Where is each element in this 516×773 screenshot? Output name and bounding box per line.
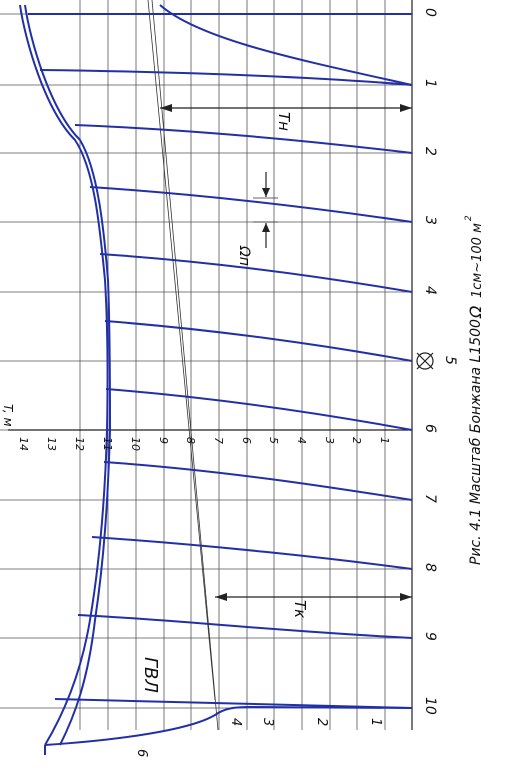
bonjean-curve-6 bbox=[105, 388, 413, 431]
station-number-5: 5 bbox=[442, 356, 458, 365]
bonjean-curve-10 bbox=[54, 698, 413, 709]
t-number-4: 4 bbox=[295, 437, 308, 444]
stern-number-3: 3 bbox=[260, 718, 275, 726]
t-number-13: 13 bbox=[45, 437, 58, 451]
bonjean-curve-3 bbox=[89, 186, 413, 223]
trim-line-2 bbox=[147, 0, 216, 701]
t-number-12: 12 bbox=[73, 437, 86, 451]
station-numbers: 0 1 2 3 4 5 6 7 8 9 10 bbox=[422, 8, 458, 715]
t-number-2: 2 bbox=[350, 437, 363, 444]
station-number-7: 7 bbox=[422, 494, 438, 503]
bonjean-curve-7 bbox=[103, 461, 413, 501]
tn-label: Тн bbox=[275, 112, 293, 131]
midship-circle bbox=[416, 352, 434, 370]
station-number-3: 3 bbox=[422, 216, 438, 225]
t-number-1: 1 bbox=[378, 437, 391, 444]
stern-numbers: 1 2 3 4 6 bbox=[134, 718, 383, 757]
t-number-14: 14 bbox=[17, 437, 30, 451]
bonjean-curve-1 bbox=[39, 69, 413, 86]
hull-outline-inner bbox=[24, 4, 112, 746]
caption-omega: Ω bbox=[466, 305, 485, 319]
t-scale-numbers: 1 2 3 4 5 6 7 8 9 10 11 12 13 14 T, м bbox=[1, 404, 391, 451]
stern-number-2: 2 bbox=[314, 718, 329, 726]
t-number-9: 9 bbox=[157, 437, 170, 444]
bonjean-curve-8 bbox=[91, 536, 413, 570]
omega-p-label: Ωп bbox=[236, 245, 252, 266]
station-number-4: 4 bbox=[422, 286, 438, 295]
bow-profile bbox=[159, 4, 413, 86]
stern-profile bbox=[44, 705, 413, 746]
stern-number-6: 6 bbox=[134, 749, 149, 757]
tn-marker bbox=[160, 104, 412, 112]
midship-cross-2 bbox=[416, 352, 434, 370]
bonjean-curve-2 bbox=[74, 124, 413, 154]
gvl-label: ГВЛ bbox=[140, 657, 161, 693]
tk-marker bbox=[215, 593, 412, 601]
tn-arrow-right bbox=[400, 104, 412, 112]
station-number-2: 2 bbox=[422, 147, 438, 156]
station-number-10: 10 bbox=[422, 697, 438, 715]
bonjean-curve-4 bbox=[99, 253, 413, 293]
station-number-8: 8 bbox=[422, 563, 438, 572]
stern-number-4: 4 bbox=[228, 718, 243, 726]
station-number-0: 0 bbox=[422, 8, 438, 17]
omega-p-arrow-down bbox=[262, 188, 270, 197]
station-number-1: 1 bbox=[422, 79, 438, 88]
bonjean-curve-9 bbox=[77, 614, 413, 639]
t-number-10: 10 bbox=[129, 437, 142, 451]
tk-arrow-right bbox=[400, 593, 412, 601]
t-number-11: 11 bbox=[101, 437, 114, 451]
bonjean-curves bbox=[28, 13, 413, 709]
stern-number-1: 1 bbox=[368, 718, 383, 726]
t-number-3: 3 bbox=[323, 437, 336, 444]
bonjean-curve-5 bbox=[104, 320, 413, 362]
t-number-5: 5 bbox=[267, 437, 280, 444]
station-number-6: 6 bbox=[422, 424, 438, 433]
omega-p-marker bbox=[253, 172, 278, 248]
station-number-9: 9 bbox=[422, 632, 438, 641]
t-axis-label: T, м bbox=[1, 404, 15, 427]
caption-text: Рис. 4.1 Масштаб Бонжана L1500 bbox=[468, 319, 484, 565]
caption: Рис. 4.1 Масштаб Бонжана L1500 Ω 1см~100… bbox=[464, 215, 485, 565]
omega-p-arrow-up bbox=[262, 223, 270, 232]
caption-scale: 1см~100 м bbox=[470, 223, 485, 298]
t-number-7: 7 bbox=[212, 437, 225, 444]
t-number-6: 6 bbox=[240, 437, 253, 444]
tk-label: Тк bbox=[291, 600, 309, 618]
tn-arrow-left bbox=[160, 104, 172, 112]
tk-arrow-left bbox=[215, 593, 227, 601]
trim-line bbox=[151, 0, 219, 731]
t-number-8: 8 bbox=[184, 437, 197, 444]
midship-symbol bbox=[416, 352, 434, 370]
hull-outline bbox=[19, 4, 109, 746]
waterline-lines bbox=[79, 0, 386, 730]
caption-scale-sup: 2 bbox=[464, 215, 474, 221]
